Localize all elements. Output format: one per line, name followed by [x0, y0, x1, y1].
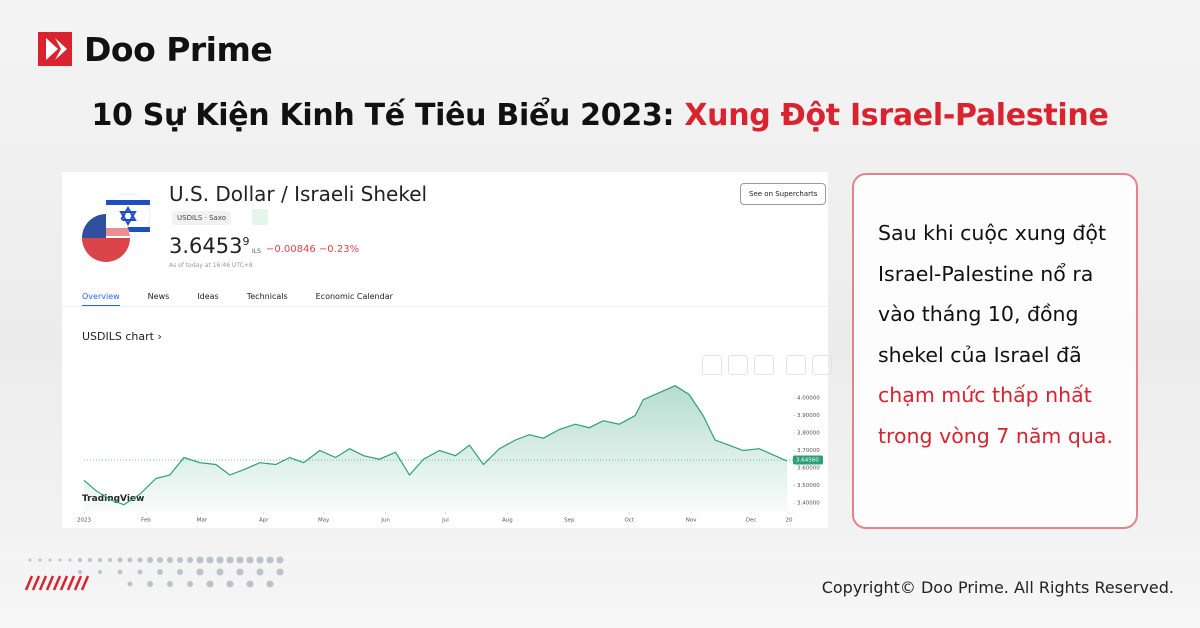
- divider: [62, 306, 828, 307]
- price-tag-label: 3.64560: [796, 458, 819, 464]
- headline-highlight: Xung Đột Israel-Palestine: [684, 98, 1109, 133]
- info-highlight: chạm mức thấp nhất trong vòng 7 năm qua.: [878, 383, 1113, 448]
- tab[interactable]: Ideas: [197, 292, 219, 301]
- info-text: Sau khi cuộc xung đột Israel-Palestine n…: [878, 213, 1118, 456]
- x-tick-label: Jul: [441, 518, 449, 524]
- tool-button[interactable]: [786, 355, 806, 375]
- y-tick-label: 3.90000: [797, 413, 820, 419]
- symbol: USDILS: [177, 214, 203, 222]
- x-tick-label: Sep: [564, 518, 575, 524]
- tool-button[interactable]: [728, 355, 748, 375]
- y-tick-label: 3.70000: [797, 448, 820, 454]
- tab[interactable]: News: [147, 292, 170, 301]
- price-change: −0.00846 −0.23%: [266, 244, 359, 255]
- tab[interactable]: Technicals: [246, 292, 288, 301]
- x-tick-label: 20: [786, 518, 793, 524]
- price: 3.64539: [169, 234, 249, 258]
- headline: 10 Sự Kiện Kinh Tế Tiêu Biểu 2023: Xung …: [0, 98, 1200, 133]
- symbol-tag[interactable]: USDILS · Saxo: [172, 211, 232, 225]
- y-tick-label: 3.80000: [797, 431, 820, 437]
- chart-tools: [702, 355, 832, 375]
- source: Saxo: [209, 214, 227, 222]
- y-tick-label: 3.60000: [797, 466, 820, 472]
- tool-button[interactable]: [754, 355, 774, 375]
- y-tick-label: 4.00000: [797, 396, 820, 402]
- x-tick-label: Feb: [141, 518, 151, 524]
- chart-link[interactable]: USDILS chart ›: [82, 330, 162, 343]
- x-tick-label: Mar: [197, 518, 208, 524]
- y-tick-label: 3.50000: [797, 483, 820, 489]
- x-tick-label: Aug: [502, 518, 513, 524]
- price-tag: [793, 455, 823, 465]
- brand-logo: [38, 32, 72, 66]
- currency-flags: [82, 193, 151, 262]
- change-pct: −0.23%: [318, 244, 360, 255]
- timestamp: As of today at 16:46 UTC+8: [169, 262, 253, 269]
- tool-button[interactable]: [812, 355, 832, 375]
- change-abs: −0.00846: [266, 244, 316, 255]
- info-card: Sau khi cuộc xung đột Israel-Palestine n…: [852, 173, 1138, 529]
- brand-name: Doo Prime: [84, 30, 273, 69]
- x-tick-label: Jun: [380, 518, 390, 524]
- x-tick-label: Oct: [624, 518, 634, 524]
- supercharts-button[interactable]: See on Supercharts: [740, 183, 827, 205]
- currency: ILS: [252, 248, 261, 255]
- x-tick-label: Dec: [746, 518, 757, 524]
- tool-button[interactable]: [702, 355, 722, 375]
- tab-bar: Overview News Ideas Technicals Economic …: [82, 292, 421, 306]
- x-tick-label: 2023: [77, 518, 91, 524]
- chart-logo: TradingView: [82, 494, 144, 504]
- x-tick-label: Nov: [686, 518, 697, 524]
- chart: TradingView 3.40000 3.50000 3.60000 3.70000…: [77, 385, 823, 524]
- instrument-name: U.S. Dollar / Israeli Shekel: [169, 182, 428, 206]
- x-tick-label: Apr: [259, 518, 269, 524]
- market-status: [252, 209, 268, 225]
- headline-lead: 10 Sự Kiện Kinh Tế Tiêu Biểu 2023:: [91, 98, 675, 133]
- tab[interactable]: Economic Calendar: [315, 292, 393, 301]
- area-line: [83, 385, 788, 506]
- tab[interactable]: Overview: [82, 292, 120, 306]
- x-tick-label: May: [318, 518, 330, 524]
- y-tick-label: 3.40000: [797, 501, 820, 507]
- price-main: 3.6453: [169, 234, 243, 258]
- area-fill: [84, 385, 787, 512]
- price-sup: 9: [242, 235, 250, 248]
- chart-link-text: USDILS chart: [82, 330, 154, 343]
- decoration-dots: [24, 556, 284, 591]
- info-lead: Sau khi cuộc xung đột Israel-Palestine n…: [878, 221, 1106, 367]
- copyright: Copyright© Doo Prime. All Rights Reserve…: [821, 578, 1174, 597]
